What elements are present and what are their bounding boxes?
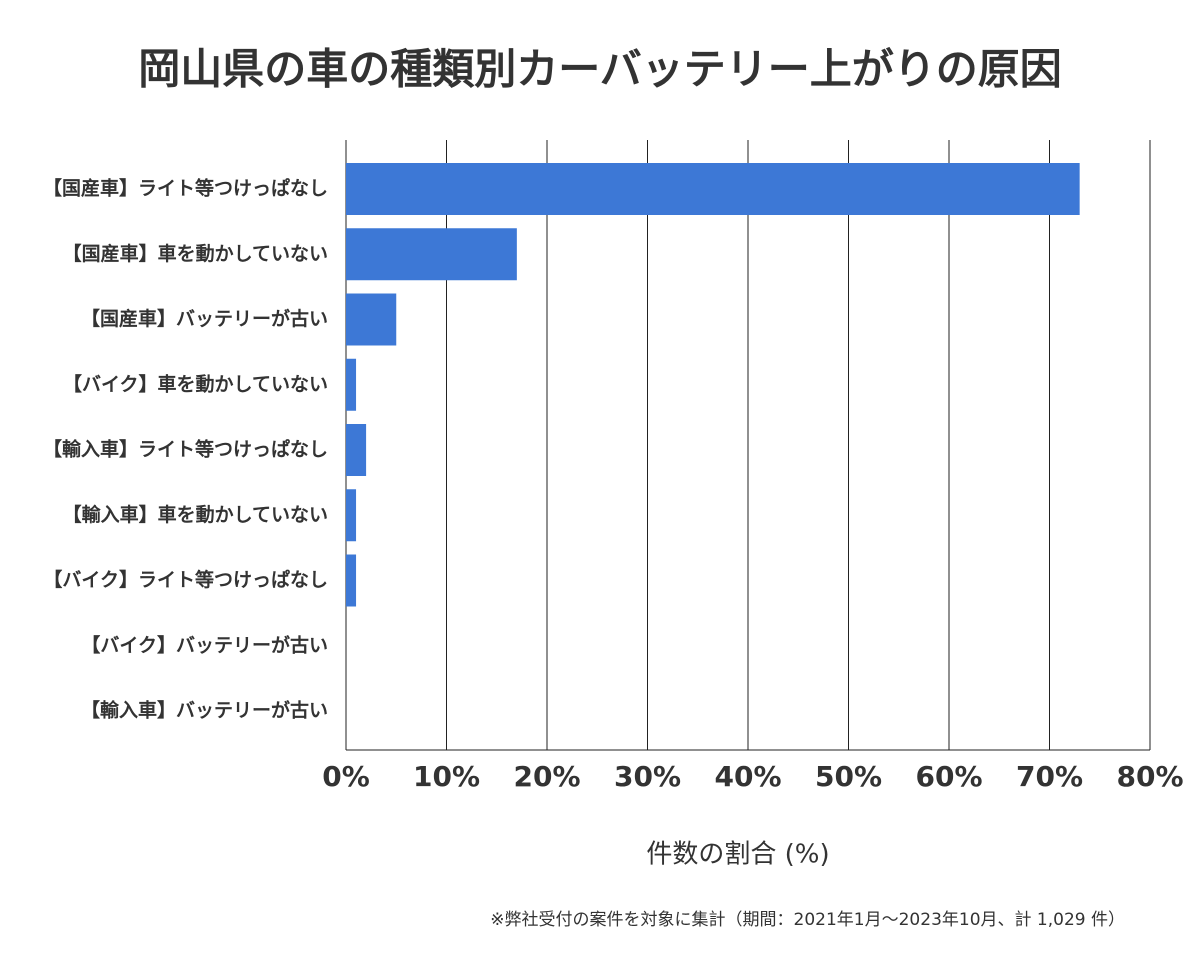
x-tick-label: 10%: [413, 760, 480, 793]
bar: [346, 554, 357, 607]
bar: [346, 228, 517, 281]
bar: [346, 163, 1080, 215]
y-tick-label: 【輸入車】バッテリーが古い: [81, 699, 328, 722]
y-tick-label: 【輸入車】車を動かしていない: [63, 503, 328, 526]
x-tick-label: 70%: [1016, 760, 1083, 793]
y-tick-label: 【バイク】ライト等つけっぱなし: [43, 568, 328, 591]
x-tick-label: 60%: [915, 760, 982, 793]
x-tick-label: 30%: [614, 760, 681, 793]
x-tick-label: 80%: [1116, 760, 1183, 793]
bar: [346, 293, 397, 346]
bar: [346, 424, 367, 476]
bar: [346, 489, 357, 542]
y-tick-label: 【国産車】車を動かしていない: [63, 242, 328, 265]
x-tick-label: 40%: [714, 760, 781, 793]
y-tick-label: 【バイク】車を動かしていない: [63, 372, 328, 395]
y-tick-label: 【国産車】バッテリーが古い: [81, 307, 328, 330]
chart-title: 岡山県の車の種類別カーバッテリー上がりの原因: [138, 45, 1062, 94]
x-axis-label: 件数の割合 (%): [646, 840, 829, 870]
y-tick-label: 【輸入車】ライト等つけっぱなし: [43, 438, 328, 461]
bar: [346, 358, 357, 411]
x-tick-label: 20%: [513, 760, 580, 793]
footnote: ※弊社受付の案件を対象に集計（期間：2021年1月～2023年10月、計 1,0…: [490, 910, 1125, 930]
x-tick-label: 50%: [815, 760, 882, 793]
x-tick-label: 0%: [322, 760, 370, 793]
y-tick-label: 【バイク】バッテリーが古い: [81, 633, 328, 656]
y-tick-label: 【国産車】ライト等つけっぱなし: [43, 177, 328, 200]
